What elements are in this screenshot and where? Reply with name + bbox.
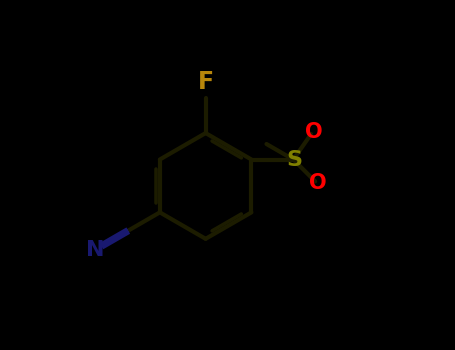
Text: N: N bbox=[86, 240, 104, 260]
Text: O: O bbox=[309, 173, 327, 193]
Text: S: S bbox=[286, 149, 302, 169]
Text: F: F bbox=[197, 70, 214, 94]
Text: O: O bbox=[305, 122, 323, 142]
